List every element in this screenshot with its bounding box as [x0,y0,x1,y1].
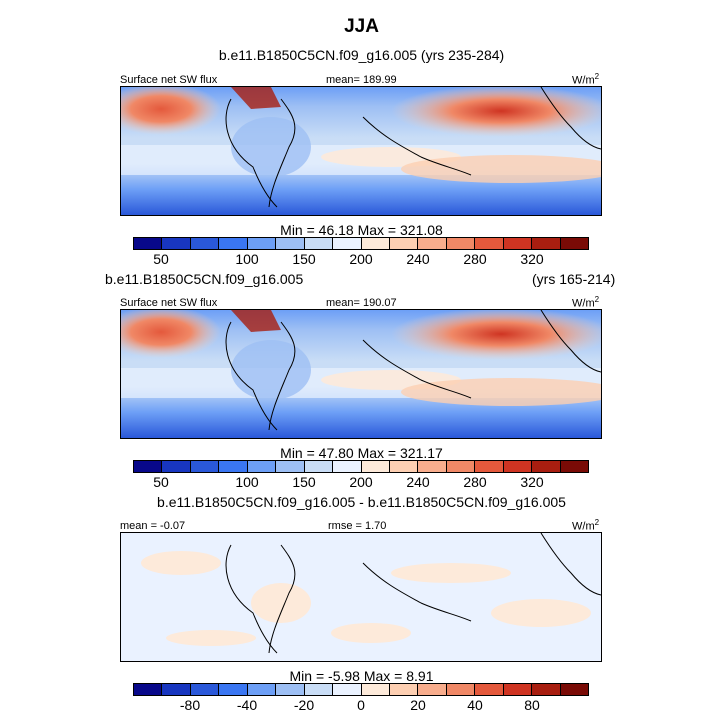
colorbar-swatch [247,238,277,249]
colorbar-swatch [219,684,248,695]
colorbar-swatch [475,238,504,249]
colorbar-tick: 50 [153,474,169,490]
colorbar-swatch [418,461,447,472]
colorbar-swatch [190,461,220,472]
panel3-colorbar [133,683,589,696]
panel2-stats: Min = 47.80 Max = 321.17 [280,445,443,461]
colorbar-swatch [276,684,305,695]
colorbar-swatch [162,461,191,472]
figure-title: JJA [344,16,379,37]
panel1-field-label: Surface net SW flux [120,74,218,86]
colorbar-tick: 80 [524,697,540,713]
colorbar-swatch [162,684,191,695]
colorbar-tick: 40 [467,697,483,713]
panel2-colorbar-ticks: 50 100 150 200 240 280 320 [0,474,723,492]
panel1-map [120,86,602,216]
colorbar-tick: 240 [406,474,430,490]
colorbar-swatch [503,238,533,249]
colorbar-tick: 200 [349,251,373,267]
panel3-units: W/m2 [572,518,600,533]
colorbar-tick: 280 [463,474,487,490]
colorbar-swatch [503,461,533,472]
colorbar-tick: 0 [357,697,365,713]
colorbar-tick: 50 [153,251,169,267]
panel1-heading: b.e11.B1850C5CN.f09_g16.005 (yrs 235-284… [218,47,505,63]
colorbar-tick: -40 [236,697,258,713]
colorbar-swatch [532,684,561,695]
colorbar-swatch [304,684,334,695]
colorbar-swatch [446,684,476,695]
panel3-map [120,532,602,662]
colorbar-swatch [418,684,447,695]
panel2-field-label: Surface net SW flux [120,297,218,309]
colorbar-swatch [162,238,191,249]
panel1-colorbar-ticks: 50 100 150 200 240 280 320 [0,251,723,269]
colorbar-swatch [446,238,476,249]
colorbar-tick: 240 [406,251,430,267]
colorbar-swatch [247,684,277,695]
colorbar-swatch [389,238,419,249]
colorbar-tick: 320 [520,474,544,490]
colorbar-swatch [560,238,588,249]
colorbar-swatch [361,238,390,249]
colorbar-swatch [333,684,362,695]
colorbar-swatch [361,461,390,472]
panel2-heading-left: b.e11.B1850C5CN.f09_g16.005 [105,271,304,287]
colorbar-tick: 100 [235,251,259,267]
panel2-heading-right: (yrs 165-214) [532,271,616,287]
colorbar-swatch [532,238,561,249]
colorbar-swatch [276,461,305,472]
colorbar-swatch [475,461,504,472]
colorbar-tick: 280 [463,251,487,267]
colorbar-swatch [333,461,362,472]
colorbar-swatch [304,238,334,249]
panel2-colorbar [133,460,589,473]
colorbar-swatch [389,684,419,695]
panel2-mean-label: mean= 190.07 [326,297,397,309]
panel1-stats: Min = 46.18 Max = 321.08 [280,222,443,238]
colorbar-tick: 320 [520,251,544,267]
colorbar-tick: 150 [292,474,316,490]
panel2-map [120,309,602,439]
colorbar-tick: 20 [410,697,426,713]
panel1-units: W/m2 [572,72,600,87]
panel2-units: W/m2 [572,295,600,310]
colorbar-swatch [475,684,504,695]
colorbar-swatch [134,238,163,249]
colorbar-swatch [190,238,220,249]
colorbar-tick: 100 [235,474,259,490]
colorbar-swatch [503,684,533,695]
colorbar-swatch [134,684,163,695]
panel3-colorbar-ticks: -80 -40 -20 0 20 40 80 [0,697,723,715]
colorbar-swatch [560,461,588,472]
colorbar-swatch [560,684,588,695]
colorbar-tick: -20 [293,697,315,713]
colorbar-tick: 200 [349,474,373,490]
colorbar-swatch [247,461,277,472]
colorbar-swatch [219,461,248,472]
colorbar-swatch [389,461,419,472]
colorbar-swatch [276,238,305,249]
panel3-mean-label: mean = -0.07 [120,520,186,532]
colorbar-swatch [134,461,163,472]
colorbar-tick: -80 [179,697,201,713]
colorbar-swatch [333,238,362,249]
colorbar-swatch [418,238,447,249]
colorbar-swatch [219,238,248,249]
colorbar-swatch [446,461,476,472]
panel3-stats: Min = -5.98 Max = 8.91 [289,668,434,684]
panel3-rmse-label: rmse = 1.70 [328,520,387,532]
colorbar-tick: 150 [292,251,316,267]
colorbar-swatch [190,684,220,695]
panel3-heading: b.e11.B1850C5CN.f09_g16.005 - b.e11.B185… [157,494,566,510]
panel1-mean-label: mean= 189.99 [326,74,397,86]
colorbar-swatch [304,461,334,472]
colorbar-swatch [361,684,390,695]
panel1-colorbar [133,237,589,250]
colorbar-swatch [532,461,561,472]
